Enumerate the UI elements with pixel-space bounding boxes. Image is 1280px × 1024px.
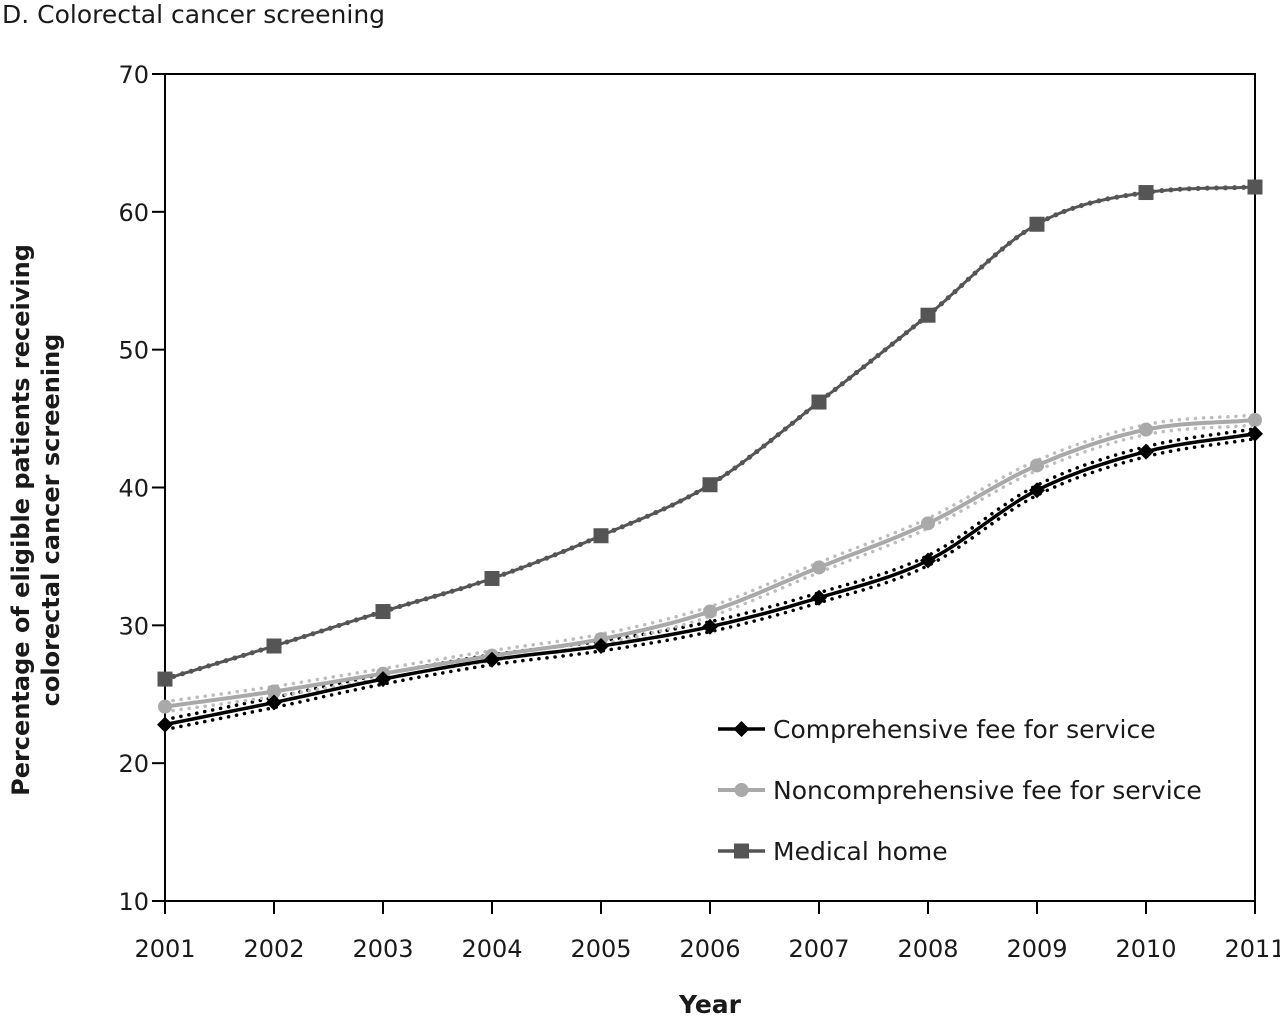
data-point-comprehensive — [702, 618, 718, 635]
data-point-noncomprehensive — [267, 684, 281, 699]
data-point-noncomprehensive — [703, 604, 717, 619]
data-point-noncomprehensive — [1139, 422, 1153, 437]
x-tick-label: 2007 — [788, 935, 849, 963]
legend-label-comprehensive: Comprehensive fee for service — [773, 715, 1156, 744]
band-noncomprehensive-lower — [163, 413, 1257, 704]
data-point-medical-home — [811, 394, 827, 410]
data-point-medical-home — [1138, 185, 1154, 201]
y-tick-label: 60 — [118, 199, 149, 227]
legend-label-medical-home: Medical home — [773, 837, 948, 866]
data-point-comprehensive — [1247, 425, 1263, 442]
y-axis-label: Percentage of eligible patients receivin… — [6, 200, 66, 840]
x-tick-label: 2005 — [570, 935, 631, 963]
y-tick-label: 50 — [118, 337, 149, 365]
band-comprehensive-upper — [163, 436, 1257, 732]
x-tick-label: 2010 — [1115, 935, 1176, 963]
data-point-noncomprehensive — [812, 560, 826, 575]
x-tick-label: 2001 — [134, 935, 195, 963]
y-axis-label-line-1: Percentage of eligible patients receivin… — [7, 244, 35, 796]
x-tick-label: 2009 — [1006, 935, 1067, 963]
y-tick-label: 10 — [118, 888, 149, 916]
data-point-medical-home — [157, 671, 173, 687]
data-point-comprehensive — [157, 716, 173, 733]
data-point-comprehensive — [375, 671, 391, 688]
x-tick-label: 2011 — [1224, 935, 1280, 963]
data-point-medical-home — [266, 638, 282, 654]
data-point-comprehensive — [811, 589, 827, 606]
y-tick-label: 20 — [118, 750, 149, 778]
data-point-medical-home — [593, 528, 609, 544]
data-point-comprehensive — [1138, 443, 1154, 460]
x-tick-label: 2006 — [679, 935, 740, 963]
series-line-ticks-medical-home — [162, 184, 1258, 682]
x-axis-label: Year — [679, 990, 741, 1019]
x-tick-label: 2004 — [461, 935, 522, 963]
data-point-medical-home — [484, 570, 500, 586]
data-point-medical-home — [375, 604, 391, 620]
data-point-noncomprehensive — [158, 699, 172, 714]
data-point-noncomprehensive — [1248, 412, 1262, 427]
y-tick-label: 40 — [118, 475, 149, 503]
data-point-medical-home — [1029, 216, 1045, 232]
x-tick-label: 2003 — [352, 935, 413, 963]
legend-marker-comprehensive — [733, 721, 750, 737]
x-tick-label: 2002 — [243, 935, 304, 963]
y-tick-label: 70 — [118, 61, 149, 89]
data-point-comprehensive — [266, 694, 282, 711]
data-point-medical-home — [1247, 179, 1263, 195]
data-point-noncomprehensive — [1030, 458, 1044, 473]
data-point-medical-home — [920, 307, 936, 323]
y-tick-label: 30 — [118, 612, 149, 640]
y-axis-label-line-2: colorectal cancer screening — [37, 333, 65, 707]
data-point-noncomprehensive — [921, 516, 935, 531]
legend-label-noncomprehensive: Noncomprehensive fee for service — [773, 776, 1202, 805]
data-point-comprehensive — [593, 638, 609, 655]
x-tick-label: 2008 — [897, 935, 958, 963]
data-point-medical-home — [702, 477, 718, 493]
data-point-comprehensive — [484, 651, 500, 668]
legend-marker-noncomprehensive — [734, 783, 749, 797]
chart-title: D. Colorectal cancer screening — [2, 0, 386, 29]
data-point-comprehensive — [1029, 482, 1045, 499]
data-point-comprehensive — [920, 552, 936, 569]
legend-marker-medical-home — [734, 843, 749, 859]
